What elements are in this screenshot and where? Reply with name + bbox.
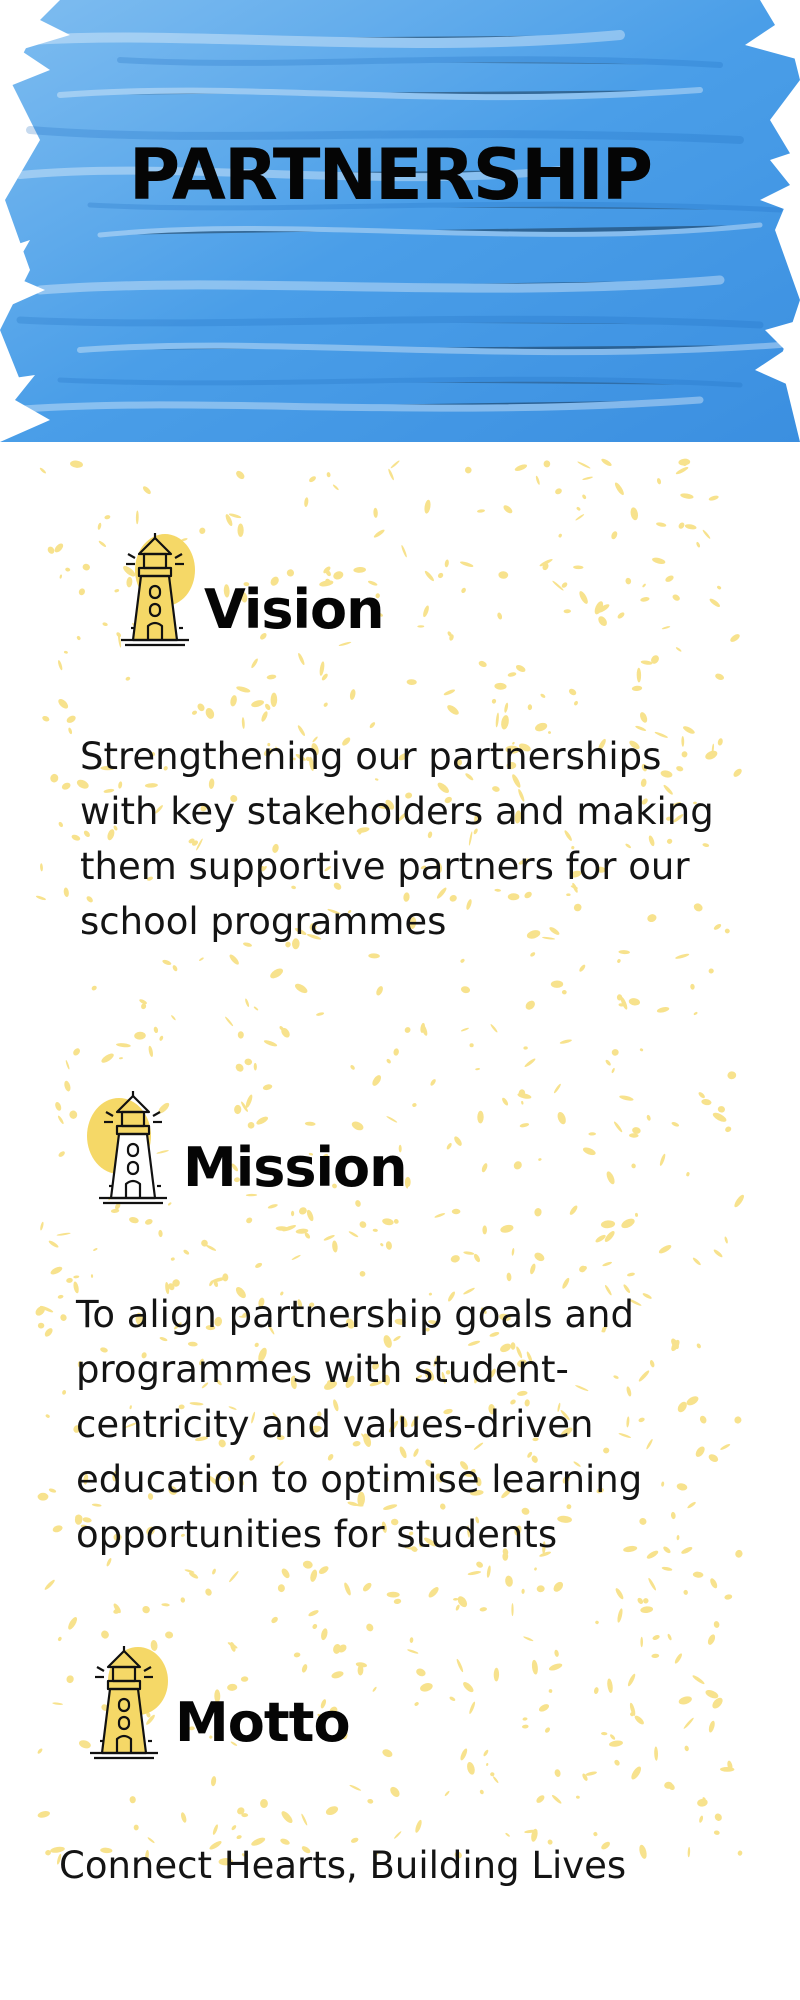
mission-heading: Mission xyxy=(183,1136,408,1199)
lighthouse-icon xyxy=(121,533,195,647)
watercolor-background xyxy=(0,0,800,442)
motto-text: Connect Hearts, Building Lives xyxy=(59,1844,627,1887)
vision-text: Strengthening our partnerships with key … xyxy=(80,735,714,943)
speckle-texture xyxy=(35,458,744,1866)
mission-text: To align partnership goals and programme… xyxy=(76,1293,643,1556)
page-title: PARTNERSHIP xyxy=(128,134,653,216)
lighthouse-icon xyxy=(87,1091,167,1205)
vision-heading: Vision xyxy=(204,578,385,641)
lighthouse-icon xyxy=(90,1646,168,1760)
motto-heading: Motto xyxy=(175,1691,351,1754)
header-banner: PARTNERSHIP xyxy=(0,0,800,442)
